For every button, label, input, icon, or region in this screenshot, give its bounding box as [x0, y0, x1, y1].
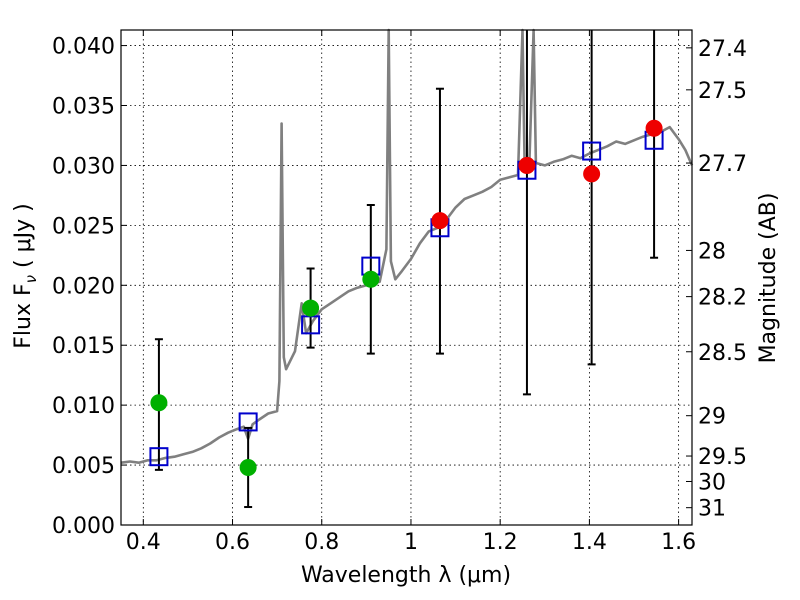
observed-red-point: [583, 165, 601, 183]
y-axis-label-unit: ( μJy ): [11, 203, 36, 275]
observed-green-point: [362, 270, 380, 288]
observed-green-point: [302, 299, 320, 317]
observed-red-point: [518, 156, 536, 174]
y-tick-label: 0.025: [52, 214, 115, 239]
spectrum-layer: [120, 28, 694, 464]
mag-tick-label: 27.4: [698, 37, 747, 62]
mag-tick-label: 28: [698, 239, 726, 264]
x-tick-label: 1.4: [572, 530, 607, 555]
mag-tick-label: 28.5: [698, 341, 747, 366]
ticks: 0.4 0.6 0.8 1 1.2 1.4 1.6 0.000 0.005 0.010 0.015 0…: [52, 30, 747, 555]
y-tick-label: 0.040: [52, 35, 115, 60]
y-axis-label-right: Magnitude (AB): [756, 193, 781, 364]
y-tick-label: 0.015: [52, 334, 115, 359]
mag-tick-label: 27.7: [698, 152, 747, 177]
mag-tick-label: 28.2: [698, 286, 747, 311]
y-axis-label-left: Flux Fν ( μJy ): [11, 203, 40, 348]
x-tick-label: 1.2: [483, 530, 518, 555]
y-tick-label: 0.005: [52, 454, 115, 479]
x-axis-label: Wavelength λ (μm): [301, 563, 511, 588]
y-tick-label: 0.030: [52, 154, 115, 179]
grid: [121, 30, 692, 526]
y-tick-label: 0.010: [52, 394, 115, 419]
observed-green-point: [239, 458, 257, 476]
mag-tick-label: 31: [698, 497, 726, 522]
plot-frame: [120, 29, 693, 526]
mag-tick-label: 29.5: [698, 445, 747, 470]
x-tick-label: 1.6: [661, 530, 696, 555]
y-axis-label-main: Flux F: [11, 283, 36, 348]
observed-red-point: [645, 119, 663, 137]
marker-layer: [149, 119, 664, 476]
observed-red-point: [431, 212, 449, 230]
model-square-marker: [149, 447, 169, 467]
model-square-marker: [238, 412, 258, 432]
x-tick-label: 0.8: [304, 530, 339, 555]
mag-tick-label: 27.5: [698, 79, 747, 104]
x-tick-label: 1: [404, 530, 418, 555]
mag-tick-label: 29: [698, 405, 726, 430]
mag-tick-label: 30: [698, 470, 726, 495]
x-tick-label: 0.6: [215, 530, 250, 555]
y-tick-label: 0.035: [52, 95, 115, 120]
model-square-marker: [582, 141, 602, 161]
errorbar-layer: [154, 30, 659, 509]
y-tick-label: 0.000: [52, 514, 115, 539]
y-axis-label-subscript: ν: [22, 275, 40, 283]
x-tick-label: 0.4: [126, 530, 161, 555]
observed-green-point: [150, 394, 168, 412]
y-tick-label: 0.020: [52, 274, 115, 299]
spectrum-line: [120, 28, 694, 464]
